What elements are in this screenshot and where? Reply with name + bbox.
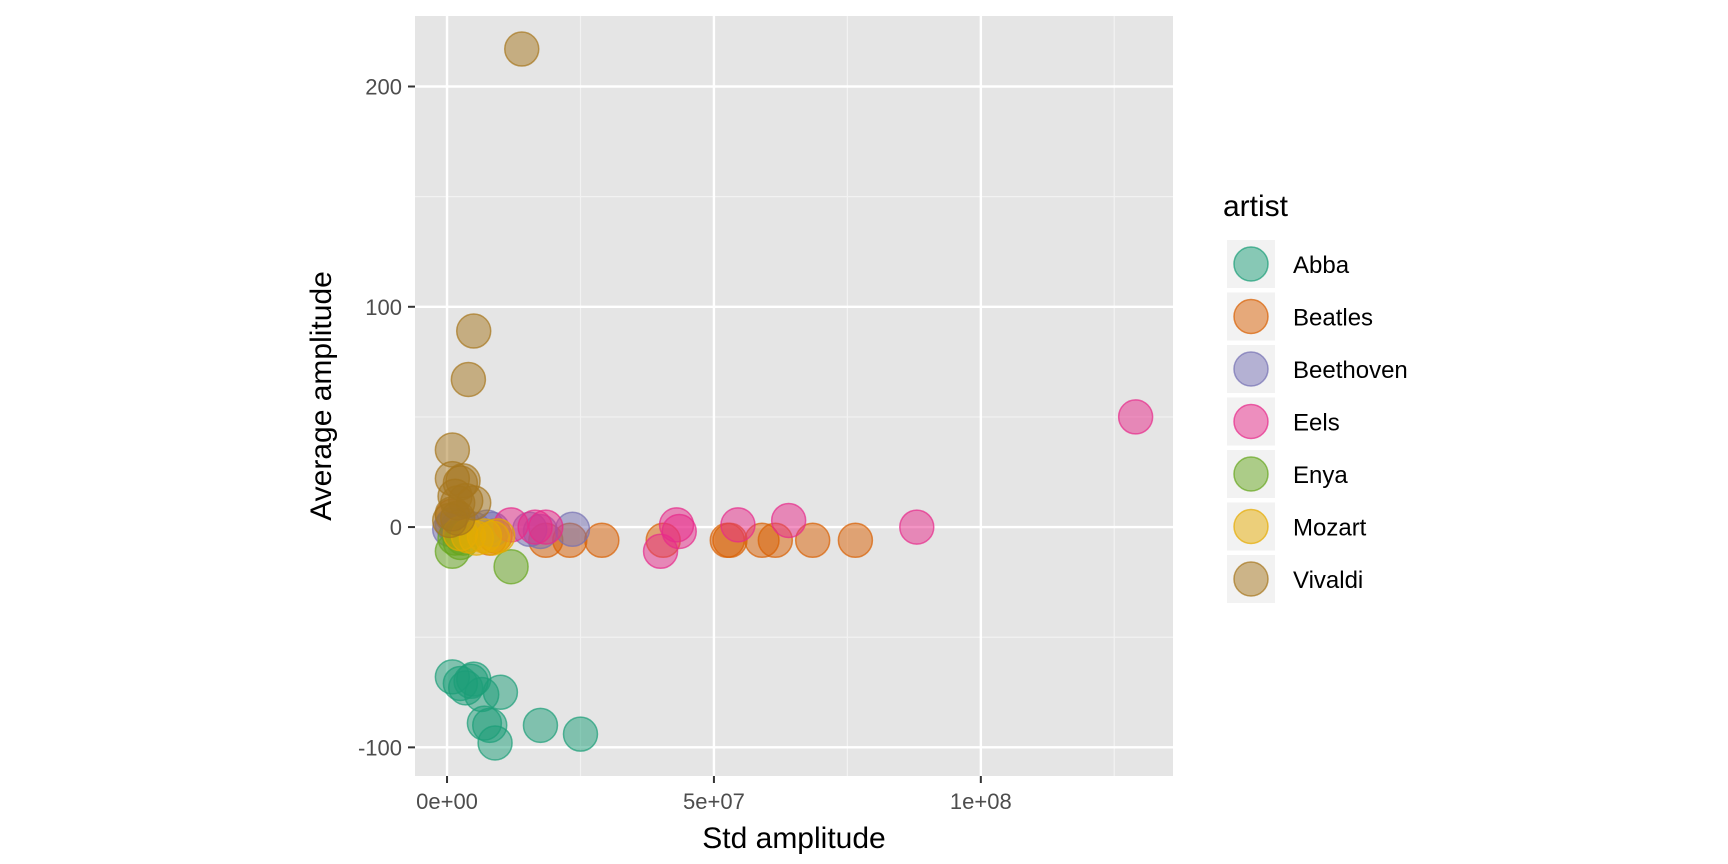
x-axis: 0e+00 5e+07 1e+08	[416, 776, 1012, 814]
point-eels	[1117, 399, 1154, 435]
point-eels	[661, 513, 697, 550]
y-tick-label: -100	[358, 735, 402, 760]
point-abba	[477, 725, 513, 761]
legend-label-beethoven: Beethoven	[1293, 357, 1408, 384]
point-abba	[522, 707, 559, 744]
y-axis: -100 0 100 200	[358, 74, 415, 760]
legend-key-abba	[1233, 246, 1269, 282]
point-beatles	[837, 522, 874, 559]
x-tick-label: 1e+08	[950, 789, 1012, 814]
y-axis-title: Average amplitude	[305, 271, 338, 521]
point-enya	[493, 548, 529, 585]
legend-label-abba: Abba	[1293, 252, 1350, 279]
point-abba	[442, 665, 479, 702]
legend-title: artist	[1223, 190, 1289, 223]
legend-key-vivaldi	[1233, 561, 1269, 597]
legend-label-eels: Eels	[1293, 410, 1340, 437]
legend-label-mozart: Mozart	[1293, 515, 1367, 542]
point-vivaldi	[455, 313, 492, 349]
legend: artist Abba Beatles Beethoven Eels Enya Mozar…	[1223, 190, 1408, 603]
data-points	[431, 31, 1154, 761]
point-vivaldi	[431, 502, 468, 539]
x-tick-label: 5e+07	[683, 789, 745, 814]
point-eels	[899, 509, 935, 545]
point-vivaldi	[450, 361, 487, 398]
point-eels	[770, 502, 807, 539]
point-abba	[482, 674, 519, 711]
y-tick-label: 200	[365, 74, 402, 99]
legend-key-beethoven	[1233, 351, 1269, 387]
point-vivaldi	[504, 31, 540, 67]
grid-minor	[415, 16, 1173, 776]
legend-key-enya	[1233, 456, 1269, 492]
legend-key-eels	[1233, 403, 1269, 440]
legend-label-beatles: Beatles	[1293, 305, 1373, 332]
legend-key-beatles	[1233, 298, 1269, 335]
legend-label-enya: Enya	[1293, 462, 1348, 489]
legend-key-mozart	[1233, 508, 1269, 545]
point-eels	[528, 509, 564, 545]
plot-panel	[415, 16, 1173, 776]
legend-label-vivaldi: Vivaldi	[1293, 567, 1363, 594]
y-tick-label: 100	[365, 295, 402, 320]
y-tick-label: 0	[390, 515, 402, 540]
x-axis-title: Std amplitude	[702, 822, 885, 855]
point-abba	[562, 716, 599, 752]
legend-items: Abba Beatles Beethoven Eels Enya Mozart Vivald…	[1227, 240, 1408, 603]
point-eels	[720, 507, 756, 543]
x-tick-label: 0e+00	[416, 789, 478, 814]
point-mozart	[479, 518, 516, 554]
point-beatles	[794, 522, 831, 559]
